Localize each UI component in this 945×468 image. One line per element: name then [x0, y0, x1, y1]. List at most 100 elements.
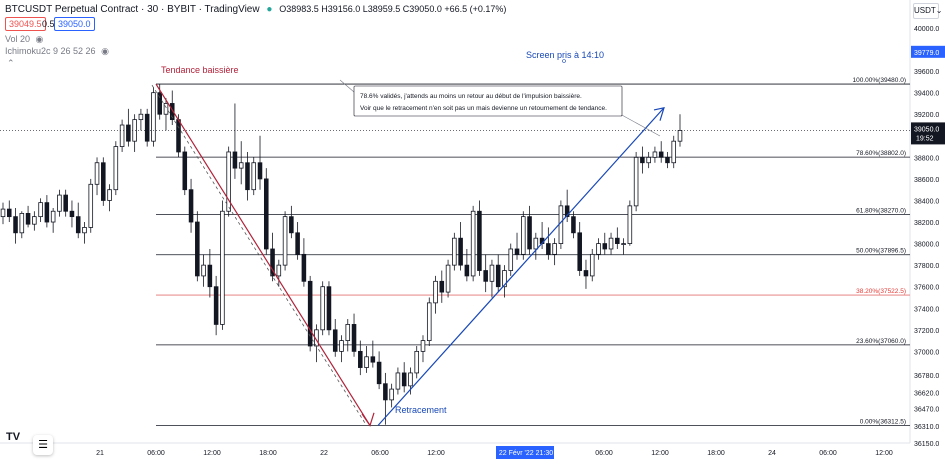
candle-body	[589, 253, 595, 277]
candle-body	[270, 248, 275, 277]
candle-body	[19, 213, 25, 234]
collapse-chevron-icon[interactable]: ⌃	[7, 58, 15, 68]
ask-price-button[interactable]: 39050.0	[54, 17, 95, 31]
ichimoku-indicator-label[interactable]: Ichimoku2c 9 26 52 26 ◉	[5, 46, 109, 57]
x-tick-label: 12:00	[427, 450, 445, 457]
candle-body	[571, 216, 576, 234]
candle-body	[508, 248, 514, 271]
candle-body	[82, 227, 87, 234]
volume-indicator-label[interactable]: Vol 20 ◉	[5, 34, 43, 45]
candle-body	[502, 270, 507, 288]
candle-body	[176, 119, 181, 153]
current-price-label	[911, 122, 945, 145]
candle-body	[433, 280, 438, 304]
candle-body	[652, 151, 658, 158]
live-dot-icon: ●	[266, 4, 273, 15]
candle-body	[339, 340, 344, 352]
time-crosshair-text: 22 Févr '22 21:30	[499, 450, 553, 457]
x-tick-label: 12:00	[651, 450, 669, 457]
x-tick-label: 12:00	[875, 450, 893, 457]
x-tick-label: 06:00	[819, 450, 837, 457]
candle-body	[627, 205, 633, 244]
x-tick-label: 12:00	[203, 450, 221, 457]
x-tick-label: 18:00	[259, 450, 277, 457]
x-tick-label: 06:00	[595, 450, 613, 457]
candle-body	[263, 178, 269, 250]
candle-body	[665, 156, 670, 164]
price-axis-panel	[910, 0, 945, 463]
candle-body	[320, 286, 325, 331]
candle-body	[88, 183, 94, 228]
downtrend-line	[155, 83, 371, 426]
candle-body	[326, 286, 332, 331]
y-tick-label: 38800.0	[914, 155, 939, 162]
x-tick-label: 24	[768, 450, 776, 457]
candle-body	[282, 216, 288, 266]
eye-icon[interactable]: ◉	[101, 46, 109, 56]
interval-label[interactable]: 30	[147, 4, 159, 15]
y-tick-label: 36150.0	[914, 441, 939, 448]
candle-body	[583, 270, 589, 277]
candle-body	[621, 243, 626, 245]
candle-body	[207, 264, 213, 288]
candle-body	[32, 216, 37, 225]
spread-value: 0.5	[42, 19, 55, 29]
y-tick-label: 39200.0	[914, 112, 939, 119]
y-tick-label: 37400.0	[914, 306, 939, 313]
exchange-label: BYBIT	[167, 4, 196, 15]
candle-body	[458, 237, 463, 266]
candle-body	[577, 232, 582, 271]
note-connector-line	[619, 113, 661, 137]
symbol-name[interactable]: BTCUSDT Perpetual Contract	[5, 4, 139, 15]
candle-body	[646, 156, 651, 164]
candle-body	[332, 329, 338, 352]
candle-body	[0, 208, 6, 218]
candle-body	[495, 264, 501, 288]
candle-body	[163, 103, 169, 115]
y-tick-label: 38400.0	[914, 198, 939, 205]
volume-indicator-text: Vol 20	[5, 34, 31, 44]
candle-body	[633, 156, 639, 207]
candle-body	[514, 248, 520, 255]
candle-body	[157, 92, 162, 115]
fib-level-label: 100.00%(39480.0)	[853, 77, 907, 84]
candle-body	[420, 340, 426, 352]
y-tick-label: 37200.0	[914, 328, 939, 335]
candle-body	[470, 210, 476, 277]
fib-level-label: 23.60%(37060.0)	[856, 338, 906, 345]
fib-level-label: 50.00%(37896.5)	[856, 248, 906, 255]
candle-body	[521, 216, 526, 255]
downtrend-dashed-line	[151, 84, 367, 425]
y-tick-label: 37600.0	[914, 285, 939, 292]
candle-body	[408, 372, 413, 387]
candle-body	[101, 162, 106, 201]
y-tick-label: 38600.0	[914, 177, 939, 184]
crosshair-price-text: 39779.0	[914, 50, 939, 57]
candle-body	[370, 356, 376, 363]
candle-body	[301, 253, 307, 282]
candle-body	[107, 189, 112, 201]
bid-price-value: 39049.5	[9, 19, 42, 29]
candle-body	[63, 194, 68, 212]
fib-level-label: 61.80%(38270.0)	[856, 207, 906, 214]
x-tick-label: 21	[96, 450, 104, 457]
downtrend-arrow-icon	[361, 412, 375, 427]
candle-body	[6, 208, 12, 218]
fib-level-label: 38.20%(37522.5)	[856, 288, 906, 295]
candle-body	[307, 280, 313, 347]
retracement-arrow-icon	[653, 106, 665, 121]
candle-body	[389, 388, 394, 401]
currency-selector[interactable]: USDT⌄	[913, 3, 942, 19]
candle-body	[395, 372, 401, 390]
bid-price-button[interactable]: 39049.5	[5, 17, 46, 31]
candle-body	[245, 162, 250, 191]
object-tree-icon[interactable]: ☰	[33, 435, 53, 455]
y-tick-label: 40000.0	[914, 26, 939, 33]
candle-body	[477, 210, 482, 271]
candle-body	[546, 243, 551, 255]
eye-icon[interactable]: ◉	[35, 34, 44, 44]
retracement-line	[377, 107, 665, 426]
ohlc-readout: O38983.5 H39156.0 L38959.5 C39050.0 +66.…	[279, 4, 507, 14]
